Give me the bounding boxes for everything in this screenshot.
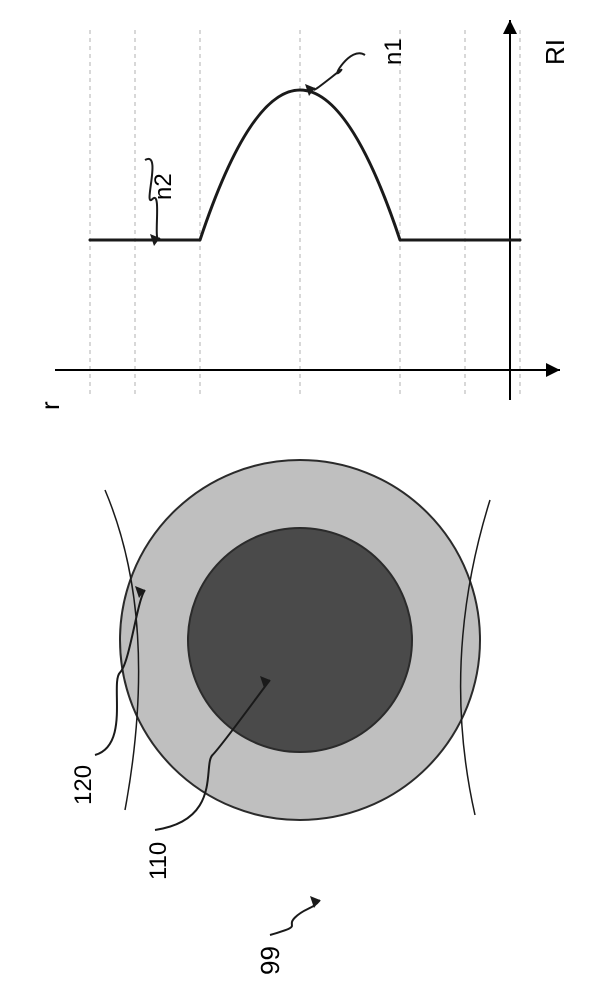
core-circle: [188, 528, 412, 752]
callout-n2: n2: [150, 173, 178, 200]
ri-profile-curve: [90, 90, 520, 240]
callout-core-110: 110: [145, 842, 173, 880]
axis-label-r: r: [35, 401, 66, 410]
leader-n1: [314, 53, 365, 90]
leader-fig-99: [270, 900, 320, 935]
figure-number-99: 99: [255, 946, 286, 975]
axis-label-ri: RI: [540, 39, 571, 65]
callout-n1: n1: [380, 38, 408, 65]
callout-clad-120: 120: [70, 765, 98, 805]
x-axis-arrow: [546, 363, 560, 377]
figure-canvas: [0, 0, 614, 1000]
y-axis-arrow: [503, 20, 517, 34]
